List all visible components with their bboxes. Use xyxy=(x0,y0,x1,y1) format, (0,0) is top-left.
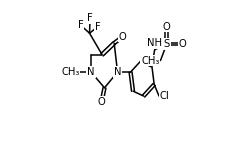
Text: O: O xyxy=(119,32,127,41)
Text: F: F xyxy=(87,13,93,23)
Text: F: F xyxy=(95,22,101,32)
Text: CH₃: CH₃ xyxy=(141,55,160,66)
Text: O: O xyxy=(179,39,187,49)
Text: F: F xyxy=(78,20,83,30)
Text: N: N xyxy=(114,67,121,77)
Text: CH₃: CH₃ xyxy=(61,67,79,77)
Text: S: S xyxy=(164,39,170,49)
Text: O: O xyxy=(163,22,171,32)
Text: Cl: Cl xyxy=(160,91,170,101)
Text: NH: NH xyxy=(147,38,162,48)
Text: N: N xyxy=(87,67,95,77)
Text: O: O xyxy=(98,97,105,107)
